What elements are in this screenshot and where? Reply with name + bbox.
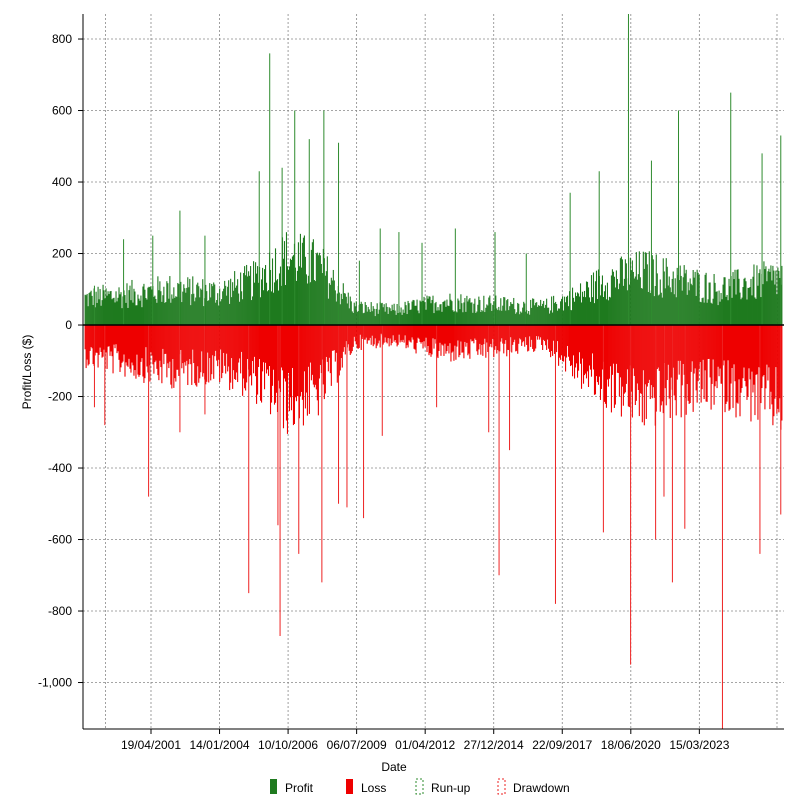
y-tick-label: 800 (52, 32, 72, 46)
y-axis-title: Profit/Loss ($) (20, 335, 34, 410)
x-tick-label: 14/01/2004 (190, 738, 250, 752)
x-tick-label: 18/06/2020 (601, 738, 661, 752)
legend-label-drawdown: Drawdown (513, 781, 570, 795)
y-tick-label: 200 (52, 247, 72, 261)
legend-swatch-loss (346, 779, 353, 794)
y-tick-label: -1,000 (38, 676, 72, 690)
x-tick-label: 01/04/2012 (395, 738, 455, 752)
legend-swatch-profit (270, 779, 277, 794)
legend-swatch-runup (415, 778, 424, 795)
legend-item-profit: Profit (270, 779, 314, 795)
legend: Profit Loss Run-up Drawdown (270, 778, 570, 795)
y-tick-label: -400 (48, 461, 72, 475)
legend-item-drawdown: Drawdown (497, 778, 570, 795)
x-tick-label: 15/03/2023 (669, 738, 729, 752)
x-ticks: 19/04/2001 14/01/2004 10/10/2006 06/07/2009… (121, 729, 730, 752)
x-axis-title: Date (381, 760, 407, 774)
y-tick-label: -200 (48, 390, 72, 404)
y-tick-label: 0 (65, 318, 72, 332)
y-tick-label: 600 (52, 104, 72, 118)
x-tick-label: 10/10/2006 (258, 738, 318, 752)
x-tick-label: 27/12/2014 (464, 738, 524, 752)
x-tick-label: 19/04/2001 (121, 738, 181, 752)
y-ticks: 800 600 400 200 0 -200 -400 -600 -800 -1,000 (38, 32, 83, 690)
spike-layer (93, 14, 782, 729)
x-tick-label: 22/09/2017 (532, 738, 592, 752)
legend-label-profit: Profit (285, 781, 314, 795)
legend-swatch-drawdown (497, 778, 506, 795)
x-tick-label: 06/07/2009 (327, 738, 387, 752)
legend-label-runup: Run-up (431, 781, 471, 795)
y-tick-label: 400 (52, 175, 72, 189)
legend-label-loss: Loss (361, 781, 386, 795)
legend-item-loss: Loss (346, 779, 386, 795)
y-tick-label: -600 (48, 533, 72, 547)
legend-item-runup: Run-up (415, 778, 471, 795)
y-tick-label: -800 (48, 604, 72, 618)
